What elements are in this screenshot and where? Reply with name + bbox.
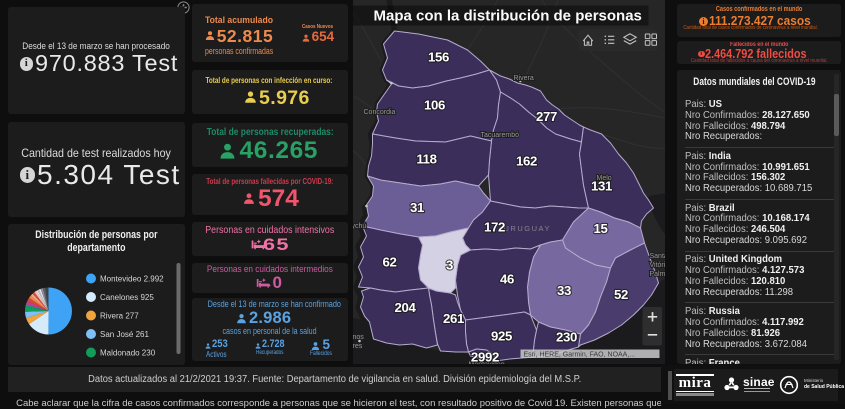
svg-text:ychú: ychú <box>353 223 366 230</box>
svg-text:106: 106 <box>423 98 444 113</box>
svg-text:131: 131 <box>590 179 611 194</box>
svg-text:Santa: Santa <box>649 253 665 260</box>
svg-text:156: 156 <box>427 50 448 65</box>
svg-text:62: 62 <box>382 255 396 270</box>
svg-text:204: 204 <box>394 300 416 315</box>
svg-text:San José 261: San José 261 <box>100 330 149 339</box>
svg-text:261: 261 <box>442 311 463 326</box>
svg-text:Palmar: Palmar <box>649 271 665 278</box>
svg-text:Rivera 277: Rivera 277 <box>100 312 139 321</box>
svg-text:277: 277 <box>535 109 556 124</box>
svg-text:925: 925 <box>490 329 511 344</box>
svg-text:Vitória d: Vitória d <box>649 262 665 269</box>
svg-text:33: 33 <box>556 283 570 298</box>
svg-text:15: 15 <box>593 221 607 236</box>
svg-text:Concordia: Concordia <box>363 109 395 116</box>
svg-text:Montevideo: Montevideo <box>468 362 504 365</box>
svg-text:Esri, HERE, Garmin, FAO, NOAA,: Esri, HERE, Garmin, FAO, NOAA,... <box>523 351 635 358</box>
svg-text:URUGUAY: URUGUAY <box>503 224 550 233</box>
svg-text:res: res <box>353 343 363 350</box>
svg-text:Tacuarembó: Tacuarembó <box>480 132 519 139</box>
svg-text:Montevideo 2.992: Montevideo 2.992 <box>100 275 164 284</box>
svg-text:nos: nos <box>353 334 364 341</box>
svg-text:Canelones 925: Canelones 925 <box>100 293 154 302</box>
svg-text:172: 172 <box>483 220 504 235</box>
svg-text:2992: 2992 <box>470 350 498 365</box>
svg-text:Rivera: Rivera <box>513 75 533 82</box>
svg-text:Maldonado 230: Maldonado 230 <box>100 349 156 358</box>
svg-text:118: 118 <box>416 152 436 167</box>
svg-text:3: 3 <box>445 258 452 273</box>
svg-text:Mapa con la distribución de pe: Mapa con la distribución de personas <box>373 8 641 25</box>
svg-text:46: 46 <box>499 272 513 287</box>
svg-text:Melo: Melo <box>596 175 611 182</box>
svg-text:230: 230 <box>555 330 576 345</box>
svg-text:31: 31 <box>409 200 423 215</box>
svg-text:52: 52 <box>613 287 627 302</box>
svg-text:162: 162 <box>515 154 536 169</box>
